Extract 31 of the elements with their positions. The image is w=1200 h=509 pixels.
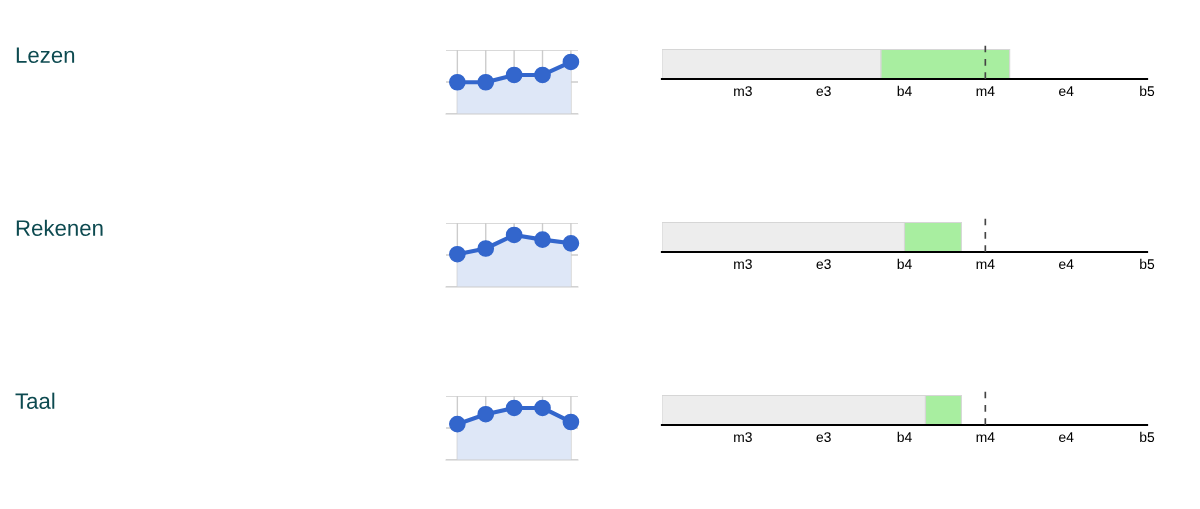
text: b4 (897, 258, 912, 270)
text: m3 (734, 86, 752, 97)
point (449, 415, 466, 433)
text: b5 (1140, 85, 1155, 97)
text: e4 (1059, 86, 1074, 97)
text: e3 (816, 259, 831, 270)
text: b5 (1140, 431, 1155, 443)
point (477, 405, 495, 423)
point (477, 240, 495, 257)
point (562, 413, 580, 431)
point (505, 399, 523, 417)
text: e4 (1059, 259, 1074, 270)
text: e3 (816, 432, 831, 443)
text: e4 (1059, 432, 1074, 443)
point (505, 226, 523, 244)
text: Lezen (16, 47, 75, 63)
text: m4 (976, 432, 995, 442)
text: m4 (976, 259, 995, 269)
text: m3 (734, 259, 752, 270)
point (562, 234, 580, 252)
point (534, 399, 551, 417)
text: b4 (897, 431, 912, 443)
point (449, 245, 466, 263)
text: e3 (816, 86, 831, 97)
text: m4 (976, 86, 995, 96)
text: Taal (15, 392, 55, 409)
text: m3 (734, 432, 752, 443)
text: b5 (1140, 258, 1155, 270)
text: Rekenen (16, 219, 103, 236)
point (534, 231, 551, 248)
text: b4 (897, 85, 912, 97)
